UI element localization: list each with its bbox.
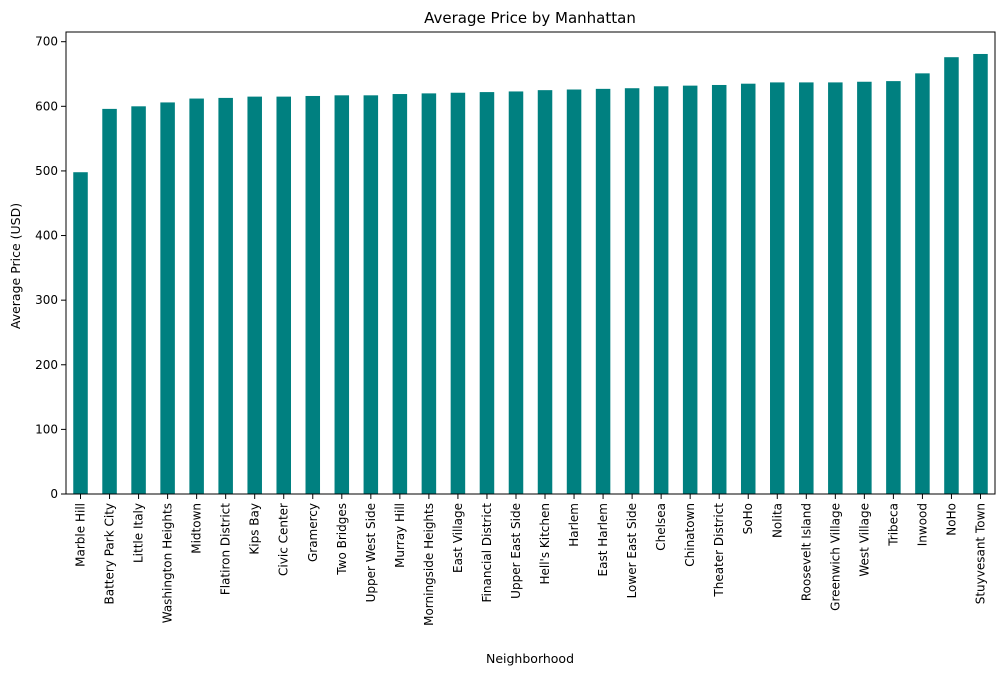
- bar: [189, 98, 204, 495]
- bar: [624, 88, 640, 494]
- bar: [828, 82, 843, 495]
- bar: [73, 172, 88, 494]
- bar: [160, 102, 175, 495]
- x-tick-label: Two Bridges: [335, 503, 349, 576]
- y-axis-label: Average Price (USD): [8, 203, 23, 329]
- bar: [450, 92, 466, 495]
- x-tick-label: Stuyvesant Town: [973, 503, 987, 604]
- y-tick-label: 300: [35, 293, 58, 307]
- bar: [305, 95, 321, 494]
- bar: [682, 85, 698, 494]
- bar: [479, 92, 495, 494]
- bar: [334, 95, 350, 494]
- x-tick-label: SoHo: [741, 503, 755, 534]
- y-tick-label: 100: [35, 422, 58, 436]
- bars-group: [73, 53, 988, 495]
- x-tick-label: East Harlem: [596, 503, 610, 576]
- x-tick-label: Little Italy: [132, 503, 146, 563]
- x-tick-label: Chelsea: [654, 503, 668, 551]
- bar: [566, 89, 582, 494]
- bar: [131, 106, 146, 494]
- axes-frame: [65, 31, 996, 495]
- bar: [653, 86, 669, 494]
- x-tick-label: Inwood: [915, 503, 929, 546]
- bar: [102, 108, 117, 494]
- x-tick-label: Hell's Kitchen: [538, 503, 552, 585]
- x-axis-ticks: Marble Hill Battery Park City Little Italy…: [74, 494, 987, 626]
- x-tick-label: Battery Park City: [103, 503, 117, 605]
- bar: [915, 73, 930, 494]
- bar: [392, 94, 408, 494]
- x-tick-label: Roosevelt Island: [799, 503, 813, 601]
- x-tick-label: Greenwich Village: [828, 503, 842, 611]
- bar: [537, 90, 553, 495]
- bar: [247, 96, 262, 495]
- x-tick-label: Gramercy: [306, 503, 320, 562]
- x-tick-label: Murray Hill: [393, 503, 407, 568]
- x-tick-label: Flatiron District: [219, 503, 233, 595]
- bar: [595, 88, 611, 495]
- x-tick-label: Upper West Side: [364, 503, 378, 602]
- bar: [363, 95, 379, 494]
- x-tick-label: West Village: [857, 503, 871, 577]
- y-tick-label: 200: [35, 358, 58, 372]
- x-tick-label: Marble Hill: [74, 503, 88, 567]
- bar: [973, 53, 988, 494]
- bar: [799, 82, 814, 495]
- bar: [276, 96, 291, 495]
- x-tick-label: Lower East Side: [625, 503, 639, 598]
- bar: [711, 84, 727, 494]
- x-tick-label: Theater District: [712, 503, 726, 598]
- x-tick-label: Financial District: [480, 503, 494, 603]
- bar: [886, 81, 901, 495]
- chart-title: Average Price by Manhattan: [424, 9, 636, 27]
- y-tick-label: 400: [35, 229, 58, 243]
- bar: [218, 97, 233, 494]
- x-tick-label: Washington Heights: [161, 503, 175, 623]
- x-tick-label: Chinatown: [683, 503, 697, 567]
- x-tick-label: Midtown: [190, 503, 204, 554]
- x-tick-label: Upper East Side: [509, 503, 523, 599]
- bar: [740, 83, 756, 494]
- bar: [857, 81, 872, 494]
- x-axis-label: Neighborhood: [486, 651, 574, 666]
- x-tick-label: Kips Bay: [248, 503, 262, 555]
- y-tick-label: 700: [35, 35, 58, 49]
- plot-frame: [65, 31, 996, 495]
- y-axis-ticks: 0 100 200 300 400 500 600 700: [35, 35, 66, 501]
- bar: [508, 91, 524, 494]
- y-tick-label: 500: [35, 164, 58, 178]
- bar: [421, 93, 437, 494]
- x-tick-label: Harlem: [567, 503, 581, 547]
- x-tick-label: Nolita: [770, 503, 784, 538]
- x-tick-label: East Village: [451, 503, 465, 573]
- x-tick-label: Tribeca: [886, 503, 900, 547]
- y-tick-label: 0: [50, 487, 58, 501]
- x-tick-label: Morningside Heights: [422, 503, 436, 626]
- x-tick-label: Civic Center: [277, 503, 291, 576]
- y-tick-label: 600: [35, 99, 58, 113]
- bar: [770, 82, 785, 495]
- bar: [944, 57, 959, 494]
- x-tick-label: NoHo: [944, 503, 958, 536]
